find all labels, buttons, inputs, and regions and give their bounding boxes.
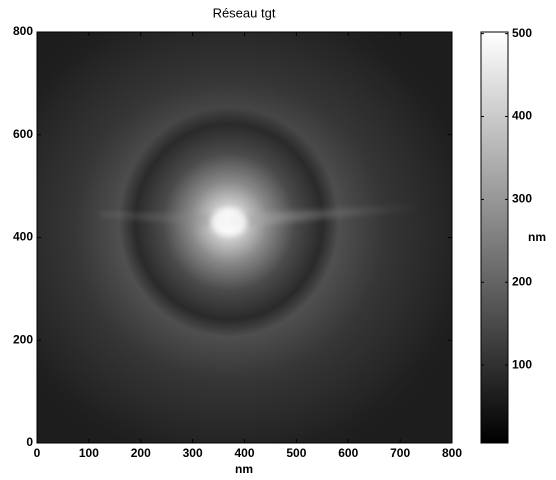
x-axis-label: nm xyxy=(235,462,253,476)
x-tick-label: 600 xyxy=(338,446,358,460)
y-tick-label: 800 xyxy=(13,24,33,38)
colorbar xyxy=(480,31,509,444)
x-tick-label: 400 xyxy=(234,446,254,460)
x-tick-label: 700 xyxy=(390,446,410,460)
y-tick-label: 600 xyxy=(13,127,33,141)
y-tick-label: 0 xyxy=(26,435,33,449)
chart-title: Réseau tgt xyxy=(213,5,276,20)
image xyxy=(37,32,452,443)
x-tick-label: 300 xyxy=(183,446,203,460)
x-tick-label: 500 xyxy=(286,446,306,460)
y-tick-label: 400 xyxy=(13,230,33,244)
colorbar-tick-label: 200 xyxy=(512,274,532,288)
x-tick-label: 800 xyxy=(442,446,462,460)
x-tick-label: 200 xyxy=(131,446,151,460)
colorbar-tick-label: 300 xyxy=(512,192,532,206)
colorbar-tick-label: 400 xyxy=(512,109,532,123)
colorbar-tick-label: 500 xyxy=(512,26,532,40)
colorbar-tick-label: 100 xyxy=(512,357,532,371)
colorbar-label: nm xyxy=(528,230,546,244)
x-tick-label: 100 xyxy=(79,446,99,460)
x-tick-label: 0 xyxy=(34,446,41,460)
y-tick-label: 200 xyxy=(13,332,33,346)
